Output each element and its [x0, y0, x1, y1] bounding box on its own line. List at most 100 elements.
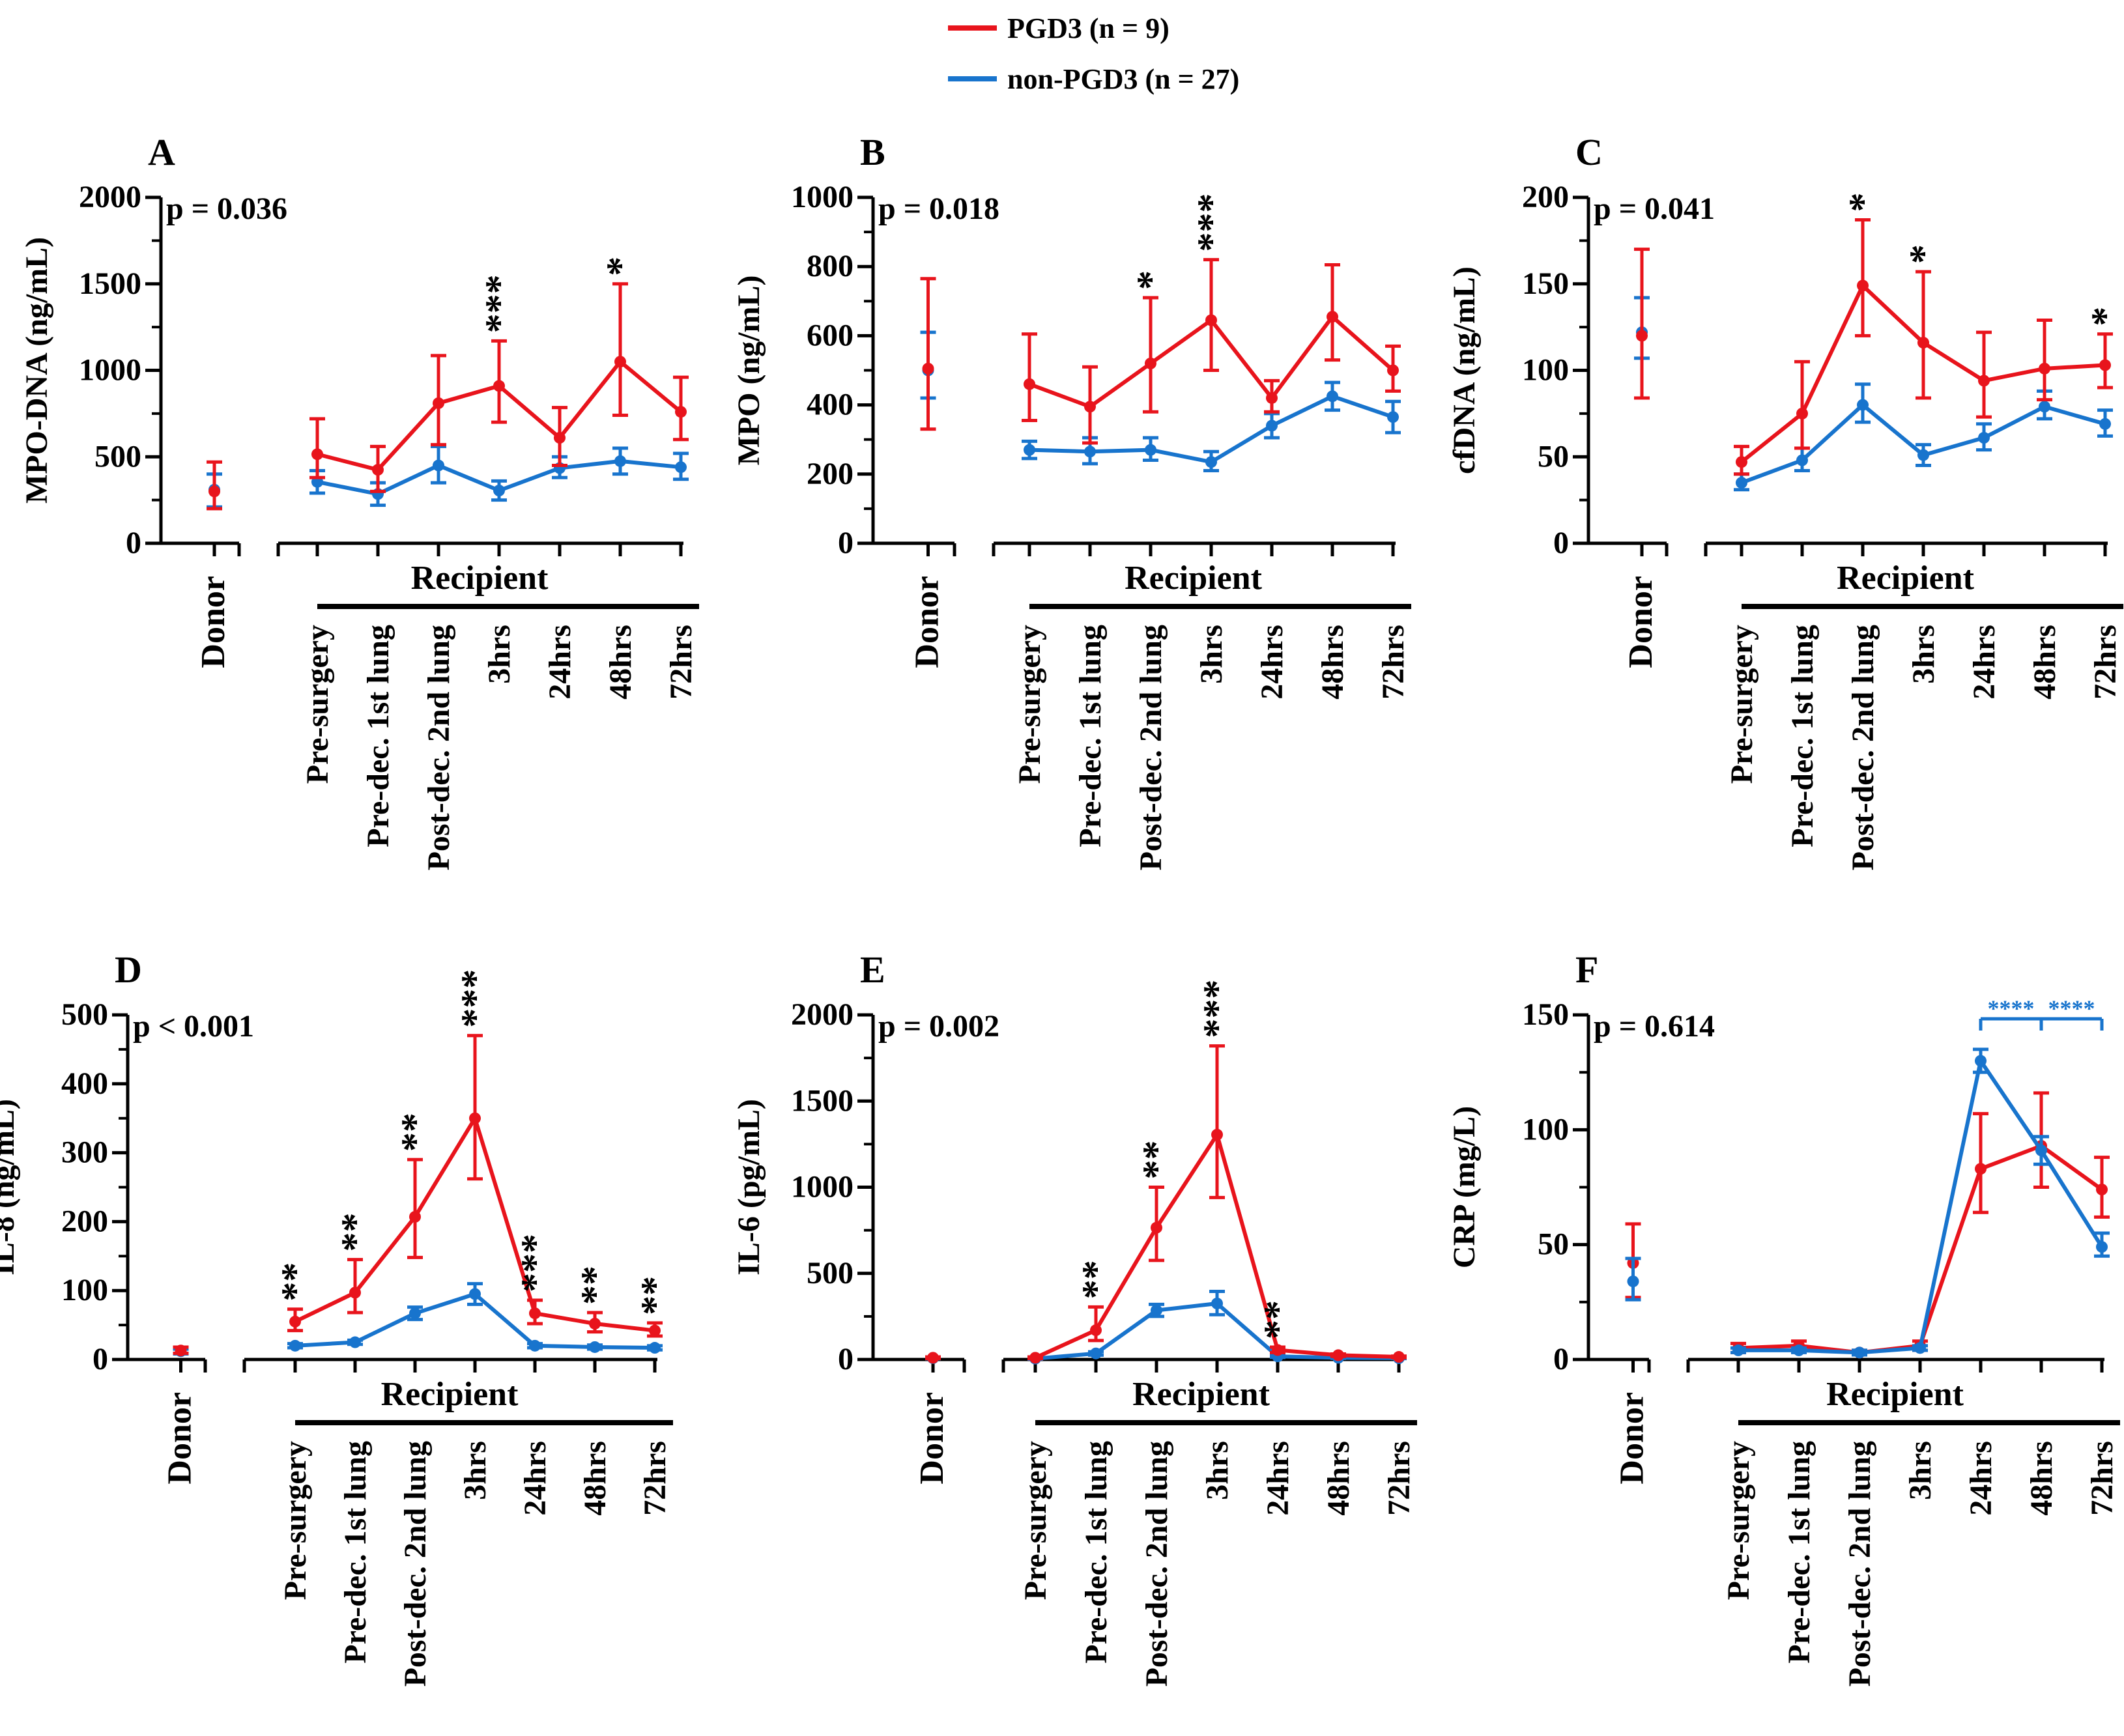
data-point — [1978, 375, 1990, 387]
x-category-label: 48hrs — [2028, 625, 2062, 700]
significance-stars: * — [2084, 307, 2124, 326]
series-pgd3 — [920, 258, 1401, 445]
series-line — [1738, 1144, 2103, 1355]
y-tick-label: 0 — [1553, 526, 1569, 560]
data-point — [1029, 1352, 1041, 1364]
panel-e: E 0 500 1000 1500 2000 IL-6 (pg/mL) p = 0.002 Re… — [732, 948, 1417, 1686]
significance-stars: * — [599, 257, 642, 276]
data-point — [2039, 362, 2050, 375]
data-point — [1854, 1346, 1865, 1359]
y-axis-label: MPO (ng/mL) — [732, 276, 766, 466]
significance-stars: * — [1902, 244, 1945, 264]
data-point — [1978, 432, 1990, 444]
data-point — [1145, 357, 1156, 369]
significance-stars: *** — [478, 274, 521, 333]
panel-c: C 0 50 100 150 200 cfDNA (ng/mL) p = 0.041 Recip… — [1447, 131, 2124, 870]
data-point — [1327, 311, 1338, 323]
x-category-label: Pre-surgery — [300, 625, 335, 784]
y-tick-label: 800 — [807, 249, 854, 283]
significance-stars: *** — [1196, 980, 1239, 1038]
data-point — [1796, 407, 1808, 420]
group-label-recipient: Recipient — [411, 560, 549, 597]
bracket-stars-right: **** — [2048, 995, 2095, 1021]
data-point — [1796, 454, 1808, 466]
x-category-label: 24hrs — [1967, 625, 2002, 700]
y-tick-label: 200 — [61, 1204, 108, 1238]
x-category-label: Pre-dec. 1st lung — [338, 1441, 373, 1664]
data-point — [2039, 401, 2050, 413]
data-point — [1266, 391, 1278, 404]
series-pgd3 — [207, 282, 689, 511]
series-non-pgd3 — [1634, 296, 2113, 492]
donor-data-point — [927, 1352, 939, 1364]
donor-data-point — [1636, 330, 1648, 342]
x-category-label: 48hrs — [1315, 625, 1350, 700]
series-non-pgd3 — [1625, 1047, 2110, 1359]
legend: PGD3 (n = 9) non-PGD3 (n = 27) — [948, 12, 1239, 95]
data-point — [529, 1307, 541, 1320]
donor-data-point — [175, 1345, 187, 1357]
data-point — [2096, 1241, 2108, 1253]
x-category-label: Pre-surgery — [278, 1441, 313, 1600]
series-line — [1738, 1059, 2104, 1355]
significance-stars: *** — [1190, 193, 1233, 252]
y-tick-label: 150 — [1522, 266, 1569, 301]
x-category-label: Post-dec. 2nd lung — [1134, 625, 1168, 870]
data-point — [1084, 401, 1096, 413]
y-tick-label: 1500 — [79, 266, 141, 301]
data-point — [1272, 1344, 1284, 1356]
data-point — [1332, 1349, 1344, 1361]
series-pgd3 — [925, 1044, 1407, 1364]
x-category-label: 48hrs — [1321, 1441, 1356, 1516]
data-point — [1975, 1055, 1987, 1067]
panel-letter: B — [860, 131, 885, 173]
data-point — [433, 459, 444, 472]
panel-letter: D — [115, 948, 142, 991]
data-point — [1387, 364, 1399, 377]
y-tick-label: 150 — [1522, 997, 1569, 1032]
x-category-label: 3hrs — [458, 1441, 493, 1500]
y-axis-label: MPO-DNA (ng/mL) — [20, 237, 54, 504]
panel-letter: E — [860, 948, 885, 991]
data-point — [1151, 1221, 1162, 1234]
x-category-label: 72hrs — [1376, 625, 1411, 700]
data-point — [1387, 411, 1399, 423]
bracket-stars-left: **** — [1988, 995, 2035, 1021]
data-point — [1151, 1304, 1162, 1316]
panel-a: A 0 500 1000 1500 2000 MPO-DNA (ng/mL) p = 0.03… — [20, 131, 699, 870]
y-tick-label: 2000 — [79, 180, 141, 214]
x-category-label: Pre-surgery — [1018, 1441, 1053, 1600]
significance-stars: * — [1129, 270, 1172, 290]
x-category-label: Pre-dec. 1st lung — [1079, 1441, 1113, 1664]
data-point — [1393, 1351, 1405, 1363]
p-value: p < 0.001 — [133, 1009, 254, 1044]
data-point — [649, 1342, 661, 1354]
data-point — [1090, 1324, 1102, 1337]
significance-stars: ** — [1074, 1260, 1117, 1299]
data-point — [1917, 449, 1929, 461]
x-category-label: Pre-dec. 1st lung — [361, 625, 395, 847]
x-category-label: 48hrs — [603, 625, 638, 700]
y-tick-label: 400 — [807, 388, 854, 422]
panel-letter: C — [1575, 131, 1603, 173]
y-axis-label: CRP (mg/L) — [1447, 1106, 1482, 1268]
x-category-label: 72hrs — [664, 625, 698, 700]
x-category-label: 72hrs — [1382, 1441, 1416, 1516]
data-point — [1732, 1344, 1744, 1356]
x-category-label: Post-dec. 2nd lung — [398, 1441, 433, 1686]
data-point — [554, 432, 566, 444]
y-tick-label: 100 — [1522, 1112, 1569, 1146]
data-point — [372, 464, 384, 476]
y-tick-label: 200 — [1522, 180, 1569, 214]
x-category-label: Pre-surgery — [1012, 625, 1047, 784]
x-category-label: Pre-surgery — [1721, 1441, 1756, 1600]
y-tick-label: 0 — [838, 526, 854, 560]
y-tick-label: 2000 — [791, 997, 854, 1032]
series-non-pgd3 — [920, 330, 1401, 472]
y-tick-label: 0 — [838, 1342, 854, 1376]
y-tick-label: 100 — [61, 1273, 108, 1307]
legend-label-pgd3: PGD3 (n = 9) — [1007, 12, 1170, 44]
data-point — [349, 1287, 361, 1299]
